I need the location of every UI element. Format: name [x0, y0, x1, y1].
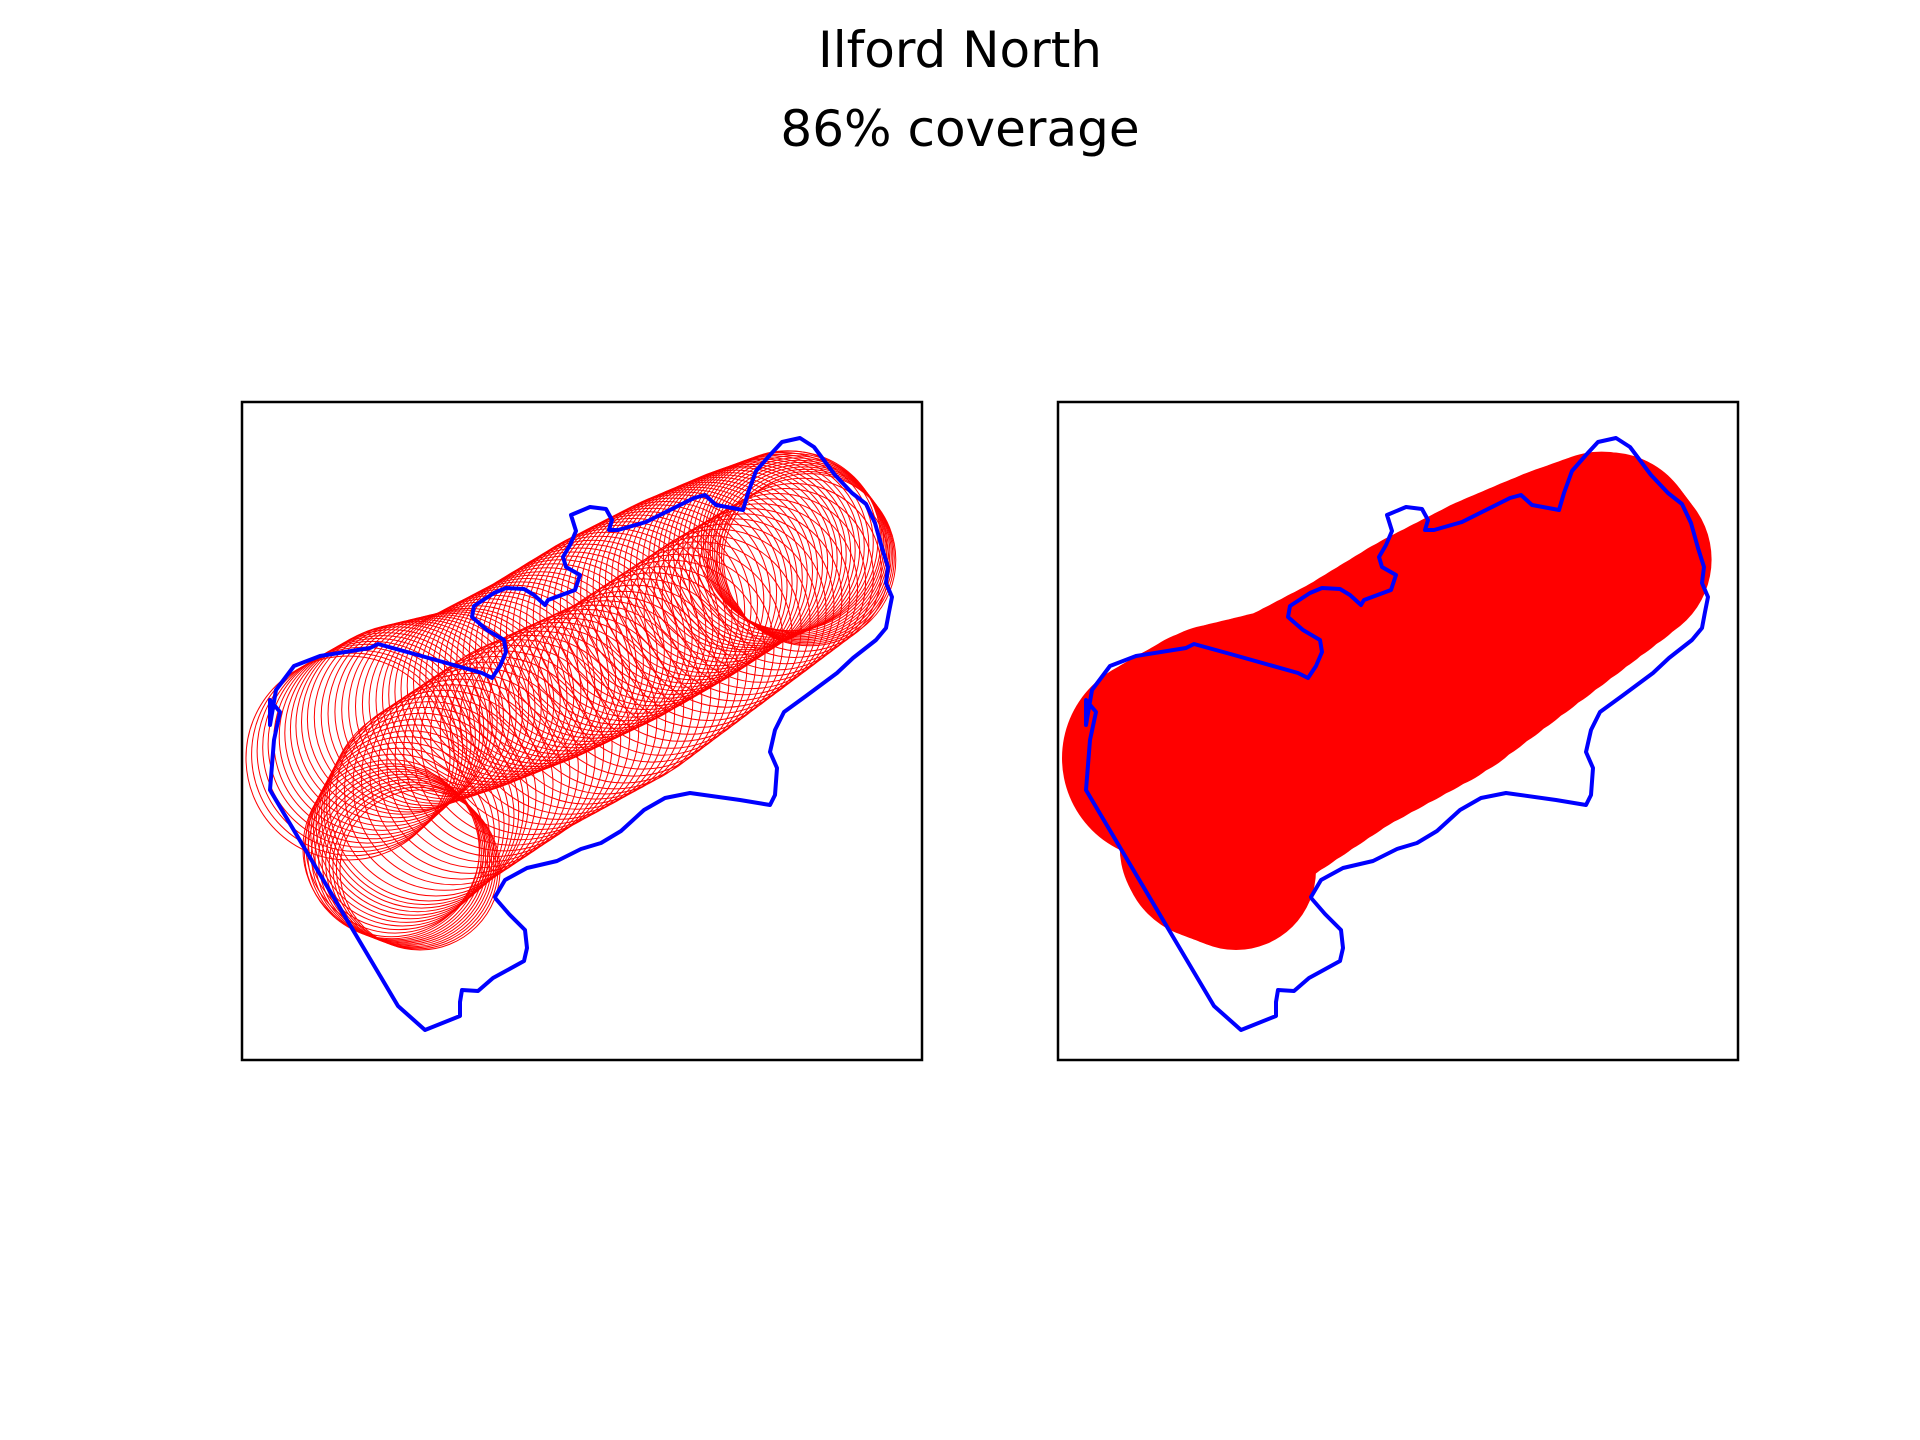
- coverage-circle: [314, 771, 487, 943]
- coverage-circle: [278, 638, 476, 836]
- coverage-circle: [344, 689, 545, 891]
- coverage-circle: [596, 547, 784, 735]
- coverage-circle: [517, 596, 712, 790]
- coverage-circle: [723, 473, 897, 647]
- coverage-circle: [706, 483, 882, 658]
- coverage-circle: [557, 572, 748, 763]
- coverage-circle: [488, 609, 685, 805]
- panel-outline-circles: [240, 400, 924, 1062]
- panel-filled-circles: [1056, 400, 1740, 1062]
- coverage-circle: [360, 678, 562, 880]
- coverage-circle: [313, 736, 500, 923]
- coverage-disc: [1156, 790, 1316, 950]
- coverage-circle: [469, 617, 667, 815]
- coverage-circle: [634, 523, 819, 708]
- coverage-circle: [505, 531, 707, 733]
- coverage-circle: [335, 786, 499, 950]
- coverage-circle: [576, 559, 766, 749]
- figure-title: Ilford North: [818, 21, 1102, 79]
- coverage-circle: [718, 468, 894, 644]
- coverage-circle: [705, 455, 885, 635]
- coverage-circle: [313, 622, 504, 813]
- coverage-circle: [439, 630, 640, 830]
- coverage-circle: [547, 578, 739, 770]
- coverage-subtitle: 86% coverage: [780, 100, 1140, 158]
- coverage-circle: [615, 535, 802, 721]
- coverage-circle: [478, 613, 676, 810]
- coverage-circle: [310, 768, 484, 942]
- coverage-circle: [481, 547, 679, 746]
- coverage-circle: [306, 623, 498, 815]
- coverage-circle-outlines: [245, 450, 897, 951]
- coverage-circle: [721, 471, 895, 645]
- constituency-boundary-right: [1084, 436, 1710, 1032]
- constituency-boundary-left: [268, 436, 894, 1032]
- coverage-circle: [679, 498, 859, 677]
- coverage-circle: [625, 528, 811, 715]
- coverage-circle: [328, 701, 530, 902]
- coverage-filled-area: [1062, 451, 1712, 950]
- coverage-circle: [328, 781, 495, 948]
- coverage-circle: [449, 626, 649, 825]
- coverage-circle: [697, 487, 874, 665]
- coverage-circle: [315, 730, 505, 920]
- coverage-circle: [318, 773, 489, 944]
- coverage-circle: [332, 784, 497, 949]
- coverage-circle: [321, 776, 491, 945]
- coverage-circle: [327, 619, 517, 809]
- coverage-circle: [429, 634, 631, 836]
- coverage-circle: [714, 464, 891, 641]
- panel-frame-left: [240, 400, 924, 1062]
- coverage-circle: [335, 695, 537, 897]
- coverage-circle: [707, 457, 886, 636]
- coverage-circle: [586, 553, 775, 742]
- coverage-circle: [566, 566, 757, 756]
- coverage-circle: [352, 684, 554, 886]
- coverage-circle: [688, 493, 867, 671]
- panel-frame-right: [1056, 400, 1740, 1062]
- coverage-circle: [325, 779, 493, 946]
- coverage-circle: [339, 789, 501, 951]
- coverage-circle: [643, 518, 827, 702]
- coverage-circle: [310, 741, 495, 927]
- coverage-circle: [475, 551, 672, 749]
- coverage-circle: [267, 643, 468, 844]
